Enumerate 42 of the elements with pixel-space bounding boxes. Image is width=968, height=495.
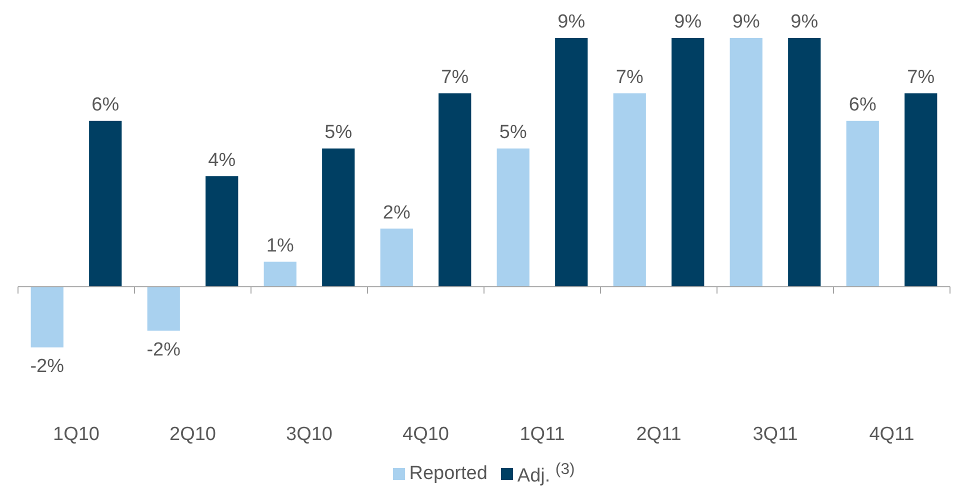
legend-label: Reported [409, 463, 488, 485]
bar [264, 262, 296, 287]
x-tick-label: 3Q11 [752, 424, 798, 445]
data-label: 6% [92, 94, 120, 116]
bar [206, 176, 238, 287]
x-tick-label: 4Q11 [869, 424, 914, 445]
data-label: 5% [499, 122, 527, 144]
x-tick-label: 1Q10 [53, 424, 100, 445]
data-label: 5% [324, 122, 352, 144]
x-tick-label: 2Q10 [170, 424, 216, 445]
data-label: -2% [30, 356, 64, 378]
bar [89, 120, 122, 287]
data-label: 7% [441, 66, 469, 88]
bar [496, 148, 530, 287]
x-tick-label: 4Q10 [402, 424, 449, 445]
legend-label: Adj. $^{(3)}$ [517, 460, 575, 488]
bar [730, 38, 762, 287]
data-label: -2% [146, 339, 181, 360]
bar [613, 93, 646, 287]
data-label: 9% [558, 12, 586, 33]
x-tick-label: 3Q10 [286, 424, 332, 445]
bar [380, 228, 413, 287]
bar [846, 120, 879, 287]
bar [30, 286, 64, 348]
bar [672, 38, 704, 287]
x-tick-label: 1Q11 [520, 424, 565, 445]
data-label: 6% [848, 94, 876, 116]
data-label: 2% [382, 202, 410, 224]
bar [438, 93, 472, 287]
bar [147, 286, 180, 331]
data-label: 7% [616, 66, 644, 88]
bar [322, 148, 355, 287]
data-label: 9% [790, 12, 818, 33]
bar [555, 38, 588, 287]
x-tick-label: 2Q11 [636, 424, 682, 445]
bar [904, 93, 938, 287]
data-label: 9% [674, 12, 702, 33]
data-label: 7% [907, 66, 935, 88]
data-label: 4% [208, 150, 236, 171]
bar [788, 38, 821, 287]
data-label: 9% [732, 12, 760, 33]
data-label: 1% [266, 235, 294, 256]
